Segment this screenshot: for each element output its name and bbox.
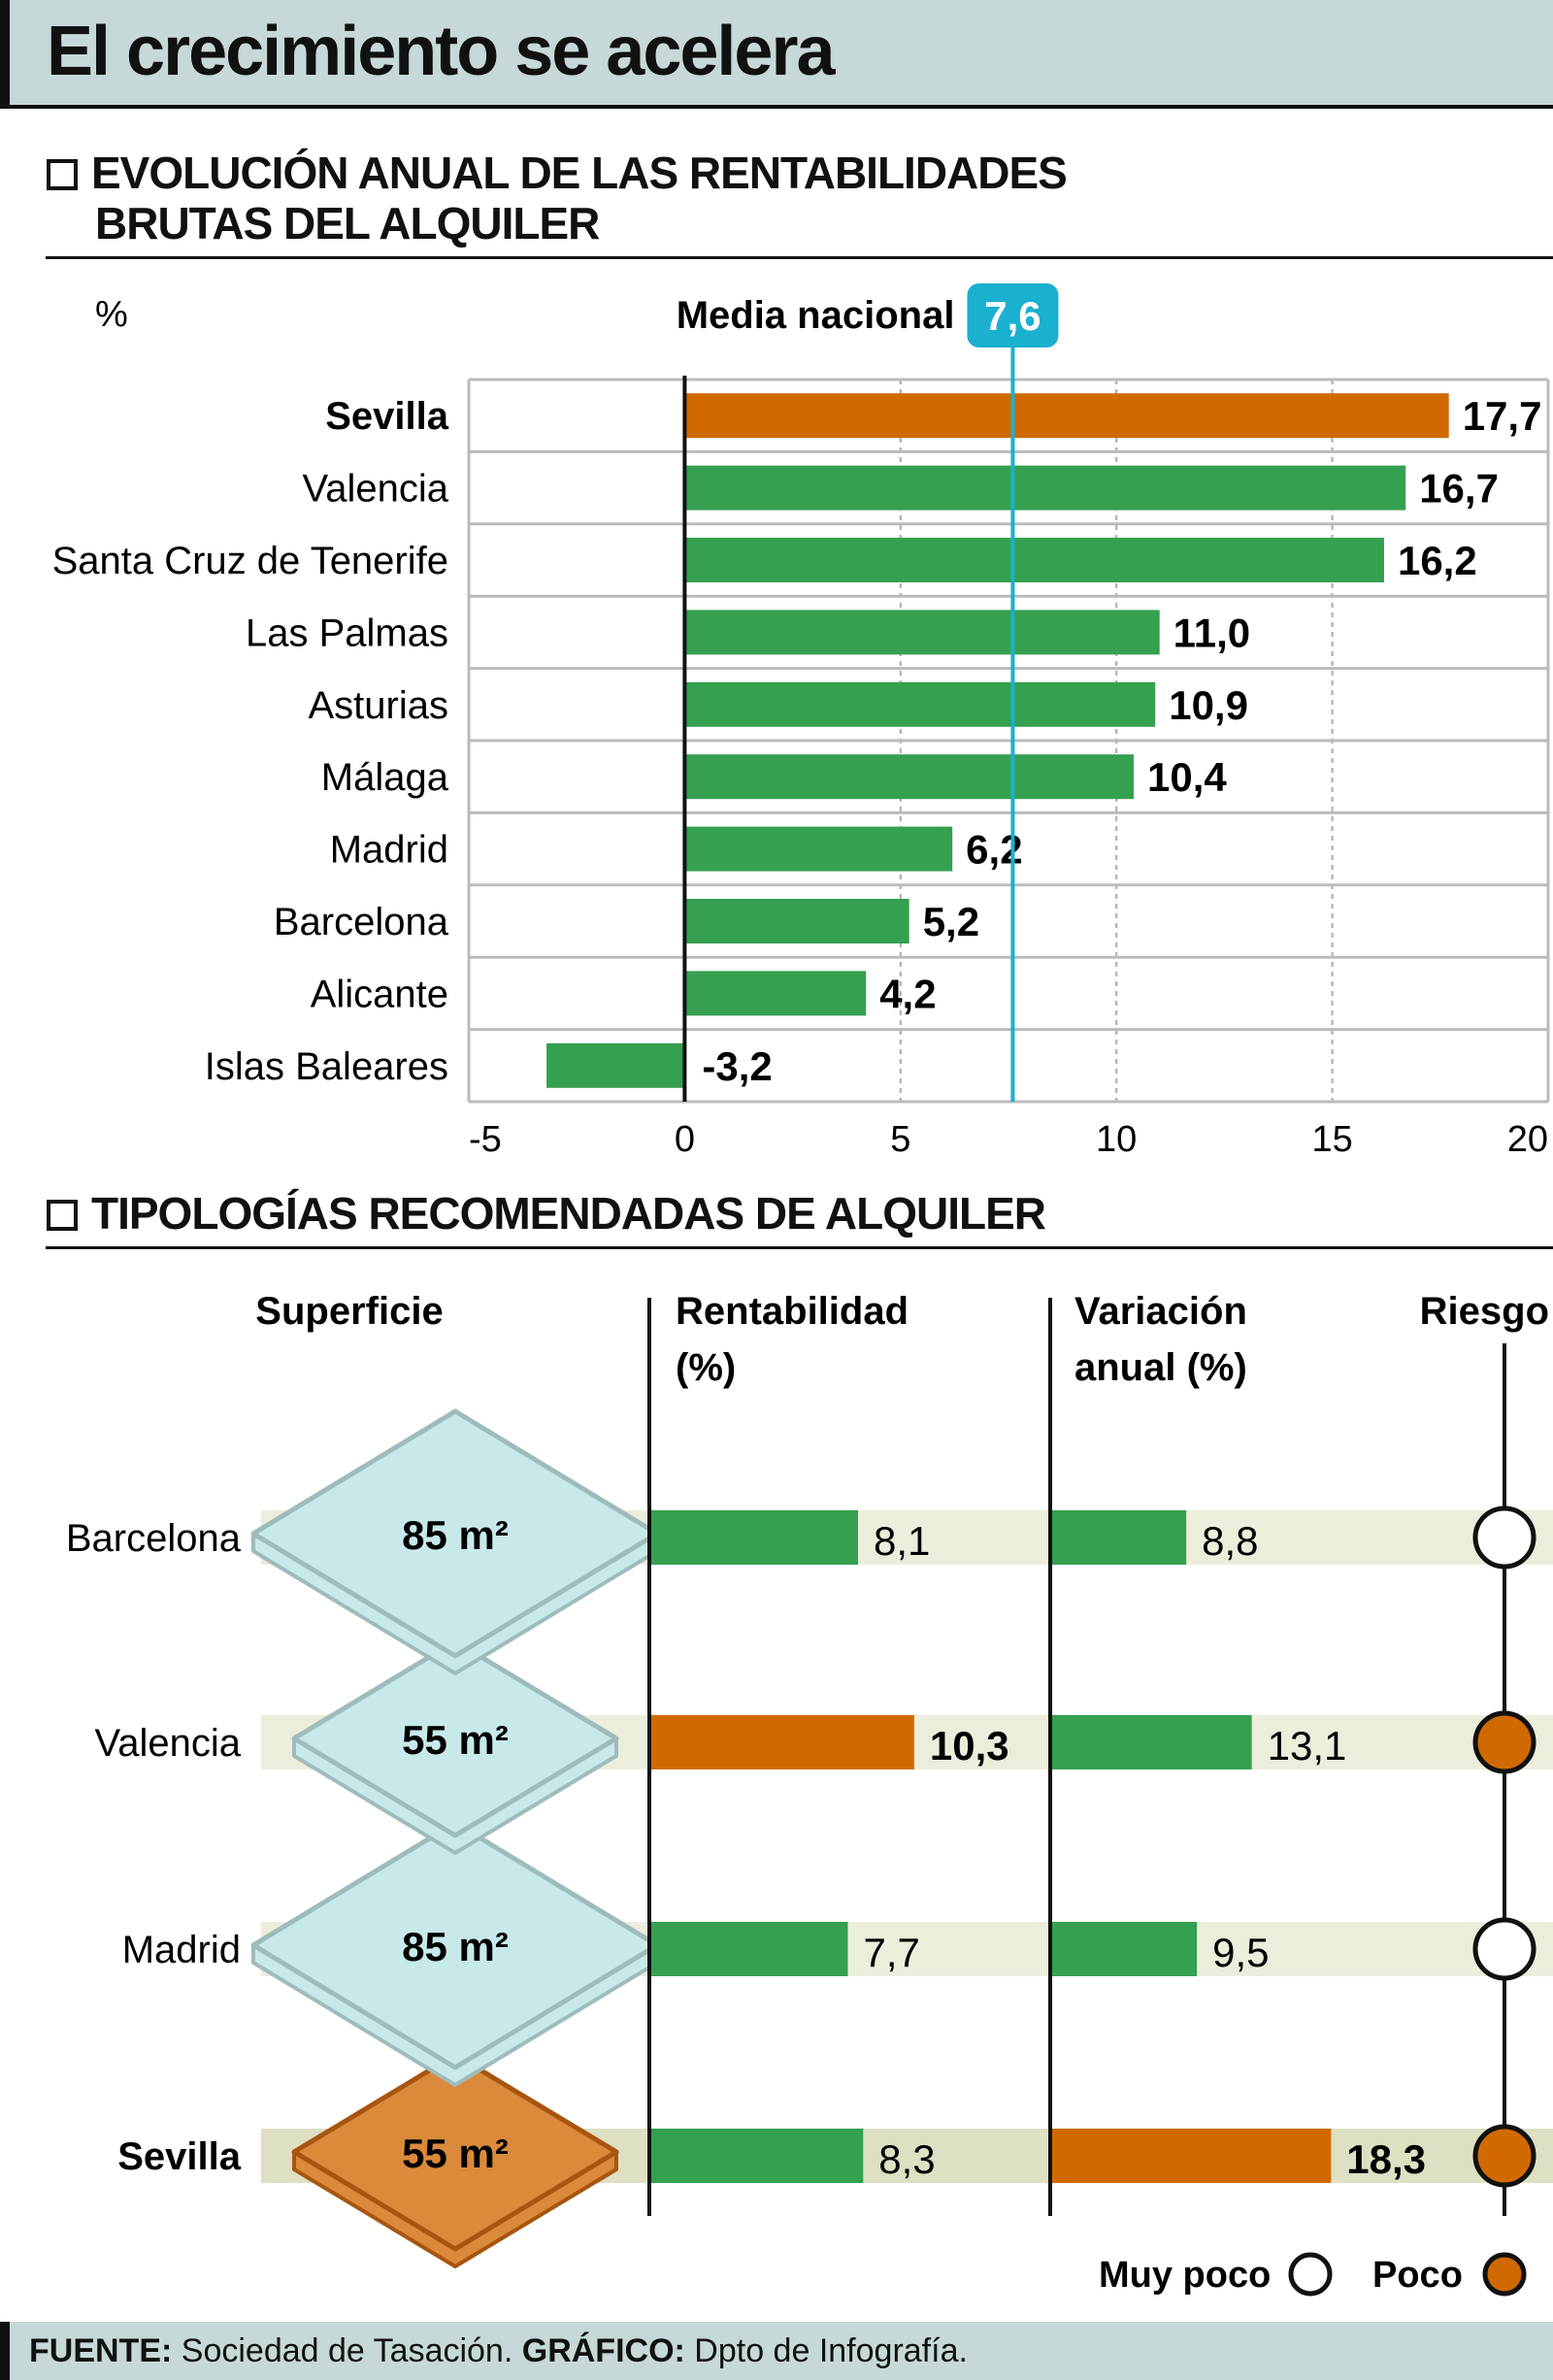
rentabilidad-bar (651, 2129, 864, 2183)
surface-diamond (291, 1638, 619, 1838)
variacion-value: 18,3 (1346, 2136, 1426, 2182)
value-label: 5,2 (923, 899, 979, 944)
page-title: El crecimiento se acelera (47, 13, 836, 90)
riesgo-marker (1472, 2124, 1536, 2188)
category-label: Santa Cruz de Tenerife (52, 540, 448, 582)
col-header-riesgo: Riesgo (1420, 1290, 1549, 1333)
footer-source-label: FUENTE: (29, 2332, 173, 2369)
bar-las-palmas (684, 610, 1160, 655)
x-tick-label: 20 (1507, 1119, 1548, 1160)
bar-málaga (684, 754, 1134, 800)
category-label: Málaga (321, 756, 449, 799)
riesgo-marker (1472, 1505, 1536, 1570)
rentabilidad-bar (651, 1510, 859, 1565)
bar-barcelona (684, 899, 909, 943)
footer-source: Sociedad de Tasación. (181, 2332, 513, 2369)
x-tick-label: 15 (1311, 1119, 1352, 1160)
surface-diamond (291, 2052, 619, 2252)
legend-label-muy-poco: Muy poco (1099, 2255, 1271, 2296)
footer-graphic: Dpto de Infografía. (694, 2332, 968, 2369)
category-label: Barcelona (274, 901, 449, 943)
variacion-value: 13,1 (1268, 1723, 1347, 1768)
value-label: 11,0 (1173, 610, 1250, 655)
surface-label: 55 m² (402, 2131, 509, 2176)
section2-heading: TIPOLOGÍAS RECOMENDADAS DE ALQUILER (47, 1188, 1046, 1239)
bar-sevilla (684, 393, 1449, 439)
media-nacional-value: 7,6 (984, 293, 1041, 339)
row-city-label: Sevilla (117, 2135, 242, 2178)
x-tick-label: 10 (1096, 1119, 1137, 1160)
surface-label: 85 m² (402, 1512, 509, 1558)
value-label: 4,2 (879, 971, 936, 1016)
value-label: -3,2 (702, 1043, 772, 1089)
bar-alicante (684, 971, 867, 1016)
rentabilidad-bar (651, 1715, 914, 1769)
value-label: 16,7 (1419, 466, 1499, 512)
section1-heading: EVOLUCIÓN ANUAL DE LAS RENTABILIDADES BR… (47, 148, 1068, 248)
category-label: Valencia (303, 468, 449, 511)
row-city-label: Barcelona (66, 1517, 242, 1560)
header-band (0, 0, 1553, 109)
variacion-value: 9,5 (1212, 1930, 1269, 1975)
value-label: 16,2 (1398, 538, 1477, 583)
footer: FUENTE: Sociedad de Tasación. GRÁFICO: D… (0, 2322, 1553, 2380)
variacion-bar (1052, 2129, 1332, 2183)
col-header-variacion: Variación (1074, 1290, 1247, 1333)
value-label: 10,4 (1147, 754, 1227, 800)
surface-diamond (250, 1408, 660, 1659)
x-tick-label: 0 (675, 1119, 695, 1160)
section2-rule (46, 1246, 1553, 1249)
bar-madrid (684, 826, 953, 872)
variacion-bar (1052, 1715, 1252, 1769)
category-label: Islas Baleares (205, 1045, 448, 1088)
category-label: Asturias (309, 684, 449, 727)
chart-canvas: % -5 0 5 10 15 20 Sevilla 17,7 Valencia 16,7 Santa … (52, 283, 1553, 2297)
category-label: Alicante (311, 973, 448, 1015)
surface-label: 85 m² (402, 1924, 509, 1969)
x-tick-label: -5 (469, 1119, 502, 1160)
row-city-label: Valencia (95, 1722, 242, 1765)
variacion-value: 8,8 (1202, 1518, 1258, 1564)
rentabilidad-value: 7,7 (864, 1930, 920, 1975)
value-label: 10,9 (1169, 682, 1248, 728)
category-label: Las Palmas (246, 612, 448, 654)
col-header-rentabilidad-unit: (%) (676, 1346, 736, 1389)
square-bullet-icon (47, 159, 78, 190)
surface-label: 55 m² (402, 1717, 509, 1763)
riesgo-marker (1472, 1917, 1536, 1981)
section1-heading-line1: EVOLUCIÓN ANUAL DE LAS RENTABILIDADES (91, 148, 1068, 198)
bar-santa-cruz-de-tenerife (684, 538, 1384, 582)
media-nacional-label: Media nacional (677, 294, 955, 337)
variacion-bar (1052, 1510, 1187, 1565)
unit-label: % (95, 294, 128, 335)
col-header-superficie: Superficie (255, 1290, 443, 1333)
rentabilidad-value: 8,1 (874, 1518, 930, 1564)
value-label: 17,7 (1463, 393, 1542, 439)
category-label: Sevilla (325, 395, 449, 438)
footer-graphic-label: GRÁFICO: (521, 2332, 685, 2369)
x-tick-label: 5 (890, 1119, 910, 1160)
category-label: Madrid (330, 829, 448, 872)
col-header-variacion-unit: anual (%) (1074, 1346, 1247, 1389)
rentabilidad-value: 8,3 (878, 2136, 935, 2182)
legend-label-poco: Poco (1372, 2255, 1463, 2296)
surface-diamond (250, 1820, 660, 2070)
legend-marker-poco (1482, 2252, 1527, 2297)
square-bullet-icon (47, 1200, 78, 1231)
rentabilidad-value: 10,3 (930, 1723, 1009, 1768)
section2-heading-text: TIPOLOGÍAS RECOMENDADAS DE ALQUILER (91, 1188, 1046, 1239)
section1-heading-line2: BRUTAS DEL ALQUILER (95, 198, 600, 248)
bar-islas-baleares (546, 1042, 685, 1088)
row-city-label: Madrid (122, 1929, 241, 1971)
riesgo-marker (1472, 1710, 1536, 1774)
col-header-rentabilidad: Rentabilidad (676, 1290, 909, 1333)
bar-asturias (684, 681, 1156, 727)
legend-marker-muy-poco (1288, 2252, 1333, 2297)
variacion-bar (1052, 1922, 1198, 1976)
bar-valencia (684, 465, 1406, 511)
rentabilidad-bar (651, 1922, 848, 1976)
section1-rule (46, 256, 1553, 259)
media-nacional-badge (967, 283, 1059, 347)
